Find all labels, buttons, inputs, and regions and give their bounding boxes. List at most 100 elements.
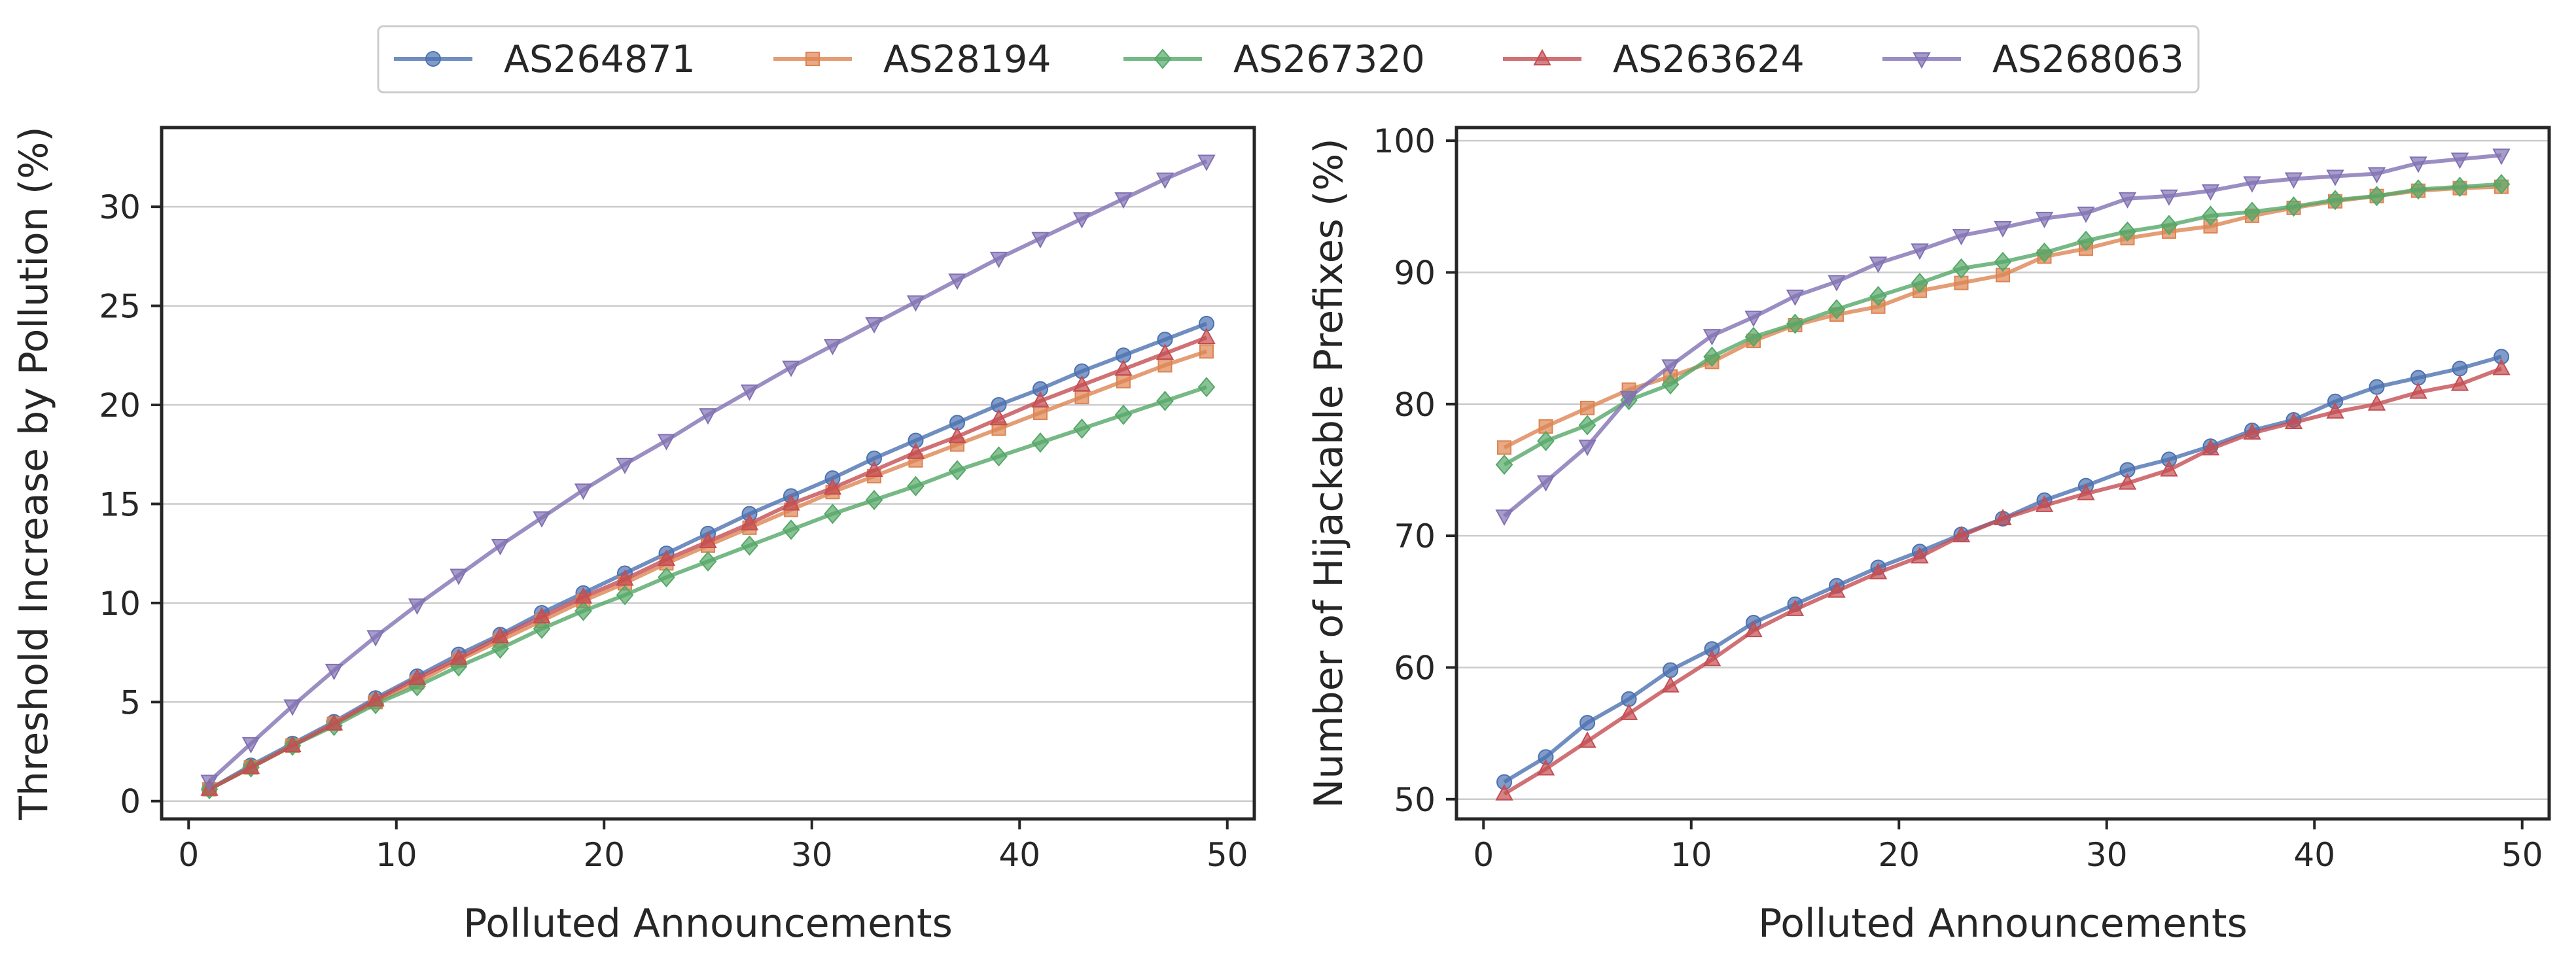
data-point (990, 446, 1008, 467)
left-chart: 0 10 20 30 40 50 0 5 10 15 20 25 30 Polluted Announce… (11, 126, 1256, 946)
data-point (616, 569, 634, 586)
data-point (989, 409, 1008, 426)
x-tick-label: 30 (2086, 836, 2128, 874)
data-point (1952, 229, 1971, 246)
data-point (2284, 412, 2303, 429)
x-tick-label: 50 (1207, 836, 1248, 874)
data-point (1663, 662, 1679, 678)
data-point (325, 714, 344, 731)
data-point (533, 511, 551, 528)
legend: AS264871 AS28194 AS267320 AS263624 AS268063 (377, 25, 2200, 94)
data-point (1537, 430, 1555, 451)
data-point (989, 251, 1008, 268)
data-point (1869, 256, 1888, 273)
data-point (1495, 454, 1513, 475)
x-axis-title: Polluted Announcements (463, 901, 953, 946)
data-point (2492, 174, 2511, 195)
legend-frame (377, 25, 2200, 94)
data-point (906, 295, 925, 312)
data-point (1994, 508, 2012, 525)
data-point (491, 539, 510, 556)
data-point (865, 489, 883, 510)
data-point (574, 587, 593, 604)
data-point (1580, 400, 1595, 415)
plot-frame (1455, 126, 2551, 821)
data-point (865, 317, 883, 334)
legend-label: AS264871 (504, 38, 696, 81)
data-point (2409, 382, 2427, 399)
series-as267320 (1495, 174, 2511, 475)
data-point (1952, 526, 1971, 543)
data-point (2077, 206, 2095, 223)
data-point (200, 774, 219, 791)
data-point (491, 638, 509, 659)
data-point (2118, 192, 2137, 209)
data-point (1114, 359, 1133, 376)
data-point (450, 568, 468, 585)
series-as263624 (1495, 358, 2511, 801)
data-point (1072, 212, 1091, 229)
data-point (2243, 423, 2261, 440)
data-point (1072, 375, 1091, 392)
legend-label: AS263624 (1613, 38, 1805, 81)
x-tick-label: 0 (1473, 836, 1494, 874)
data-point (283, 735, 302, 752)
legend-marker (805, 52, 820, 66)
data-point (699, 408, 717, 425)
y-tick-label: 15 (99, 485, 141, 523)
data-point (366, 690, 385, 707)
right-chart: 0 10 20 30 40 50 50 60 70 80 90 100 Polluted Announc… (1306, 122, 2551, 946)
data-point (2035, 211, 2054, 229)
y-axis-title: Threshold Increase by Pollution (%) (11, 126, 57, 820)
data-point (325, 663, 344, 680)
data-point (1744, 621, 1763, 638)
y-tick-label: 0 (120, 783, 141, 821)
data-point (658, 566, 675, 588)
data-point (2326, 169, 2344, 186)
y-tick-label: 30 (99, 188, 141, 226)
data-point (1619, 391, 1638, 408)
data-point (1197, 377, 1216, 398)
data-point (1952, 258, 1970, 279)
y-axis-title: Number of Hijackable Prefixes (%) (1306, 138, 1352, 808)
y-tick-label: 90 (1394, 254, 1436, 292)
data-point (2368, 186, 2386, 207)
data-point (1869, 286, 1887, 307)
legend-item-as263624: AS263624 (1503, 38, 1805, 81)
data-point (906, 442, 925, 459)
y-tick-label: 5 (120, 684, 141, 721)
data-point (2450, 374, 2469, 391)
y-tick-label: 20 (99, 387, 141, 425)
data-point (1786, 289, 1805, 306)
data-point (1703, 346, 1721, 367)
data-point (1536, 475, 1555, 492)
data-point (1579, 715, 1596, 731)
data-point (1578, 415, 1597, 436)
data-point (2451, 177, 2469, 198)
data-point (1869, 563, 1888, 580)
legend-marker (1913, 52, 1931, 69)
data-point (2326, 402, 2344, 419)
data-point (657, 549, 676, 566)
data-point (2367, 167, 2386, 184)
data-point (1911, 547, 1929, 564)
data-point (1786, 599, 1805, 616)
x-tick-label: 40 (998, 836, 1040, 874)
data-point (1031, 432, 1050, 453)
data-point (2119, 221, 2136, 242)
x-tick-label: 20 (1878, 836, 1920, 874)
data-point (1197, 154, 1216, 171)
legend-label: AS267320 (1233, 38, 1425, 81)
x-tick-label: 40 (2293, 836, 2335, 874)
data-point (741, 535, 758, 556)
data-point (1032, 406, 1048, 421)
y-tick-label: 80 (1394, 386, 1436, 424)
data-point (450, 648, 468, 665)
data-point (1578, 440, 1597, 457)
legend-marker (425, 51, 441, 67)
data-point (2452, 360, 2468, 377)
data-point (1661, 676, 1680, 693)
data-point (1156, 343, 1174, 360)
data-point (2450, 152, 2469, 169)
